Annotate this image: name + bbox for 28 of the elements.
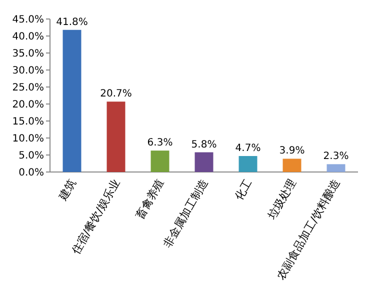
y-tick-label: 0.0% bbox=[18, 168, 44, 178]
bar bbox=[238, 156, 258, 172]
data-label: 5.8% bbox=[191, 139, 217, 150]
data-label: 4.7% bbox=[235, 143, 261, 154]
y-tick-label: 35.0% bbox=[12, 48, 44, 60]
bar bbox=[150, 150, 170, 172]
bar bbox=[194, 152, 214, 172]
y-tick-label: 45.0% bbox=[12, 14, 44, 26]
data-label: 20.7% bbox=[100, 88, 132, 100]
data-label: 41.8% bbox=[56, 16, 88, 28]
x-tick-label: 畜禽养殖 bbox=[133, 177, 167, 222]
y-tick-label: 5.0% bbox=[18, 150, 44, 162]
bar bbox=[282, 158, 302, 172]
bar bbox=[62, 30, 82, 172]
y-tick-label: 30.0% bbox=[12, 66, 44, 76]
y-tick-label: 20.0% bbox=[12, 100, 44, 110]
data-label: 3.9% bbox=[279, 146, 305, 157]
x-tick-label: 垃圾处理 bbox=[264, 177, 299, 222]
data-label: 6.3% bbox=[147, 138, 173, 149]
x-tick-label: 化工 bbox=[232, 177, 255, 203]
y-tick-label: 40.0% bbox=[12, 32, 44, 42]
y-tick-label: 15.0% bbox=[12, 116, 44, 128]
bar bbox=[326, 164, 346, 172]
bar bbox=[106, 102, 126, 172]
x-tick-label: 建筑 bbox=[56, 177, 79, 204]
y-tick-label: 25.0% bbox=[12, 82, 44, 94]
data-label: 2.3% bbox=[323, 151, 349, 162]
y-tick-label: 10.0% bbox=[12, 134, 44, 144]
